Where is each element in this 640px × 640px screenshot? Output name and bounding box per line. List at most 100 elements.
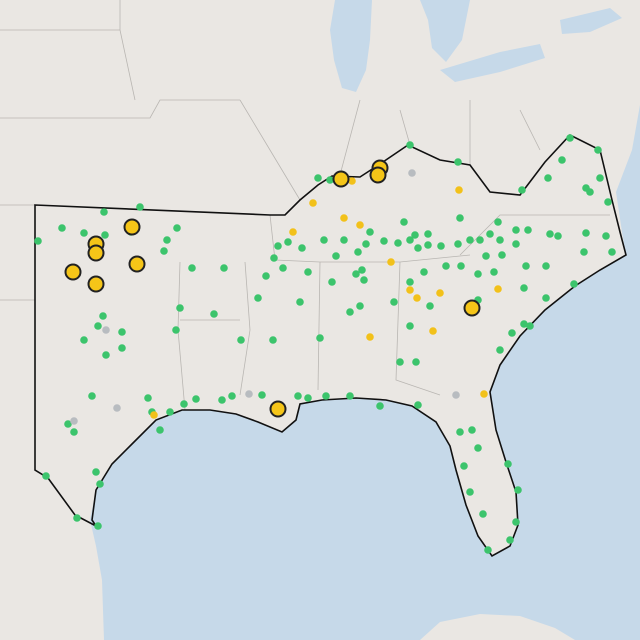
green-site [602,232,610,240]
green-site [406,141,414,149]
green-site [254,294,262,302]
green-site [454,240,462,248]
green-site [608,248,616,256]
green-site [262,272,270,280]
green-site [228,392,236,400]
yellow-site [356,221,364,229]
green-site [596,174,604,182]
green-site [456,428,464,436]
green-site [460,462,468,470]
green-site [566,134,574,142]
yellow-site [348,177,356,185]
green-site [414,401,422,409]
green-site [586,188,594,196]
green-site [173,224,181,232]
green-site [304,394,312,402]
green-site [456,214,464,222]
lake-michigan [330,0,372,92]
green-site [604,198,612,206]
green-site [411,231,419,239]
major-site [463,299,481,317]
green-site [542,294,550,302]
green-site [118,344,126,352]
green-site [166,408,174,416]
green-site [580,248,588,256]
lake-erie [440,44,545,82]
green-site [356,302,364,310]
site-markers [34,134,616,554]
gray-site [408,169,416,177]
green-site [400,218,408,226]
green-site [420,268,428,276]
green-site [376,402,384,410]
green-site [176,304,184,312]
green-site [269,336,277,344]
major-site [87,244,105,262]
ocean [90,105,640,640]
green-site [508,329,516,337]
green-site [274,242,282,250]
yellow-site [455,186,463,194]
green-site [163,236,171,244]
green-site [296,298,304,306]
green-site [346,308,354,316]
green-site [406,278,414,286]
green-site [92,468,100,476]
green-site [494,218,502,226]
green-site [412,358,420,366]
green-site [180,400,188,408]
green-site [99,312,107,320]
green-site [42,472,50,480]
green-site [220,264,228,272]
green-site [100,208,108,216]
green-site [358,266,366,274]
green-site [380,237,388,245]
major-site [369,166,387,184]
green-site [474,270,482,278]
green-site [270,254,278,262]
green-site [218,396,226,404]
yellow-site [436,289,444,297]
green-site [34,237,42,245]
green-site [406,322,414,330]
green-site [284,238,292,246]
green-site [512,240,520,248]
yellow-site [289,228,297,236]
green-site [490,268,498,276]
yellow-site [480,390,488,398]
green-site [522,262,530,270]
green-site [258,391,266,399]
green-site [520,320,528,328]
green-site [94,322,102,330]
green-site [101,231,109,239]
green-site [512,226,520,234]
gray-site [452,391,460,399]
yellow-site [366,333,374,341]
green-site [58,224,66,232]
green-site [396,358,404,366]
gray-site [113,404,121,412]
green-site [144,394,152,402]
green-site [360,276,368,284]
green-site [80,336,88,344]
green-site [328,278,336,286]
green-site [554,232,562,240]
green-site [160,247,168,255]
green-site [466,236,474,244]
green-site [332,252,340,260]
green-site [514,486,522,494]
green-site [192,395,200,403]
green-site [237,336,245,344]
green-site [466,488,474,496]
green-site [518,186,526,194]
yellow-site [150,411,158,419]
green-site [316,334,324,342]
green-site [362,240,370,248]
green-site [394,239,402,247]
green-site [442,262,450,270]
green-site [320,236,328,244]
yellow-site [309,199,317,207]
green-site [486,230,494,238]
green-site [542,262,550,270]
